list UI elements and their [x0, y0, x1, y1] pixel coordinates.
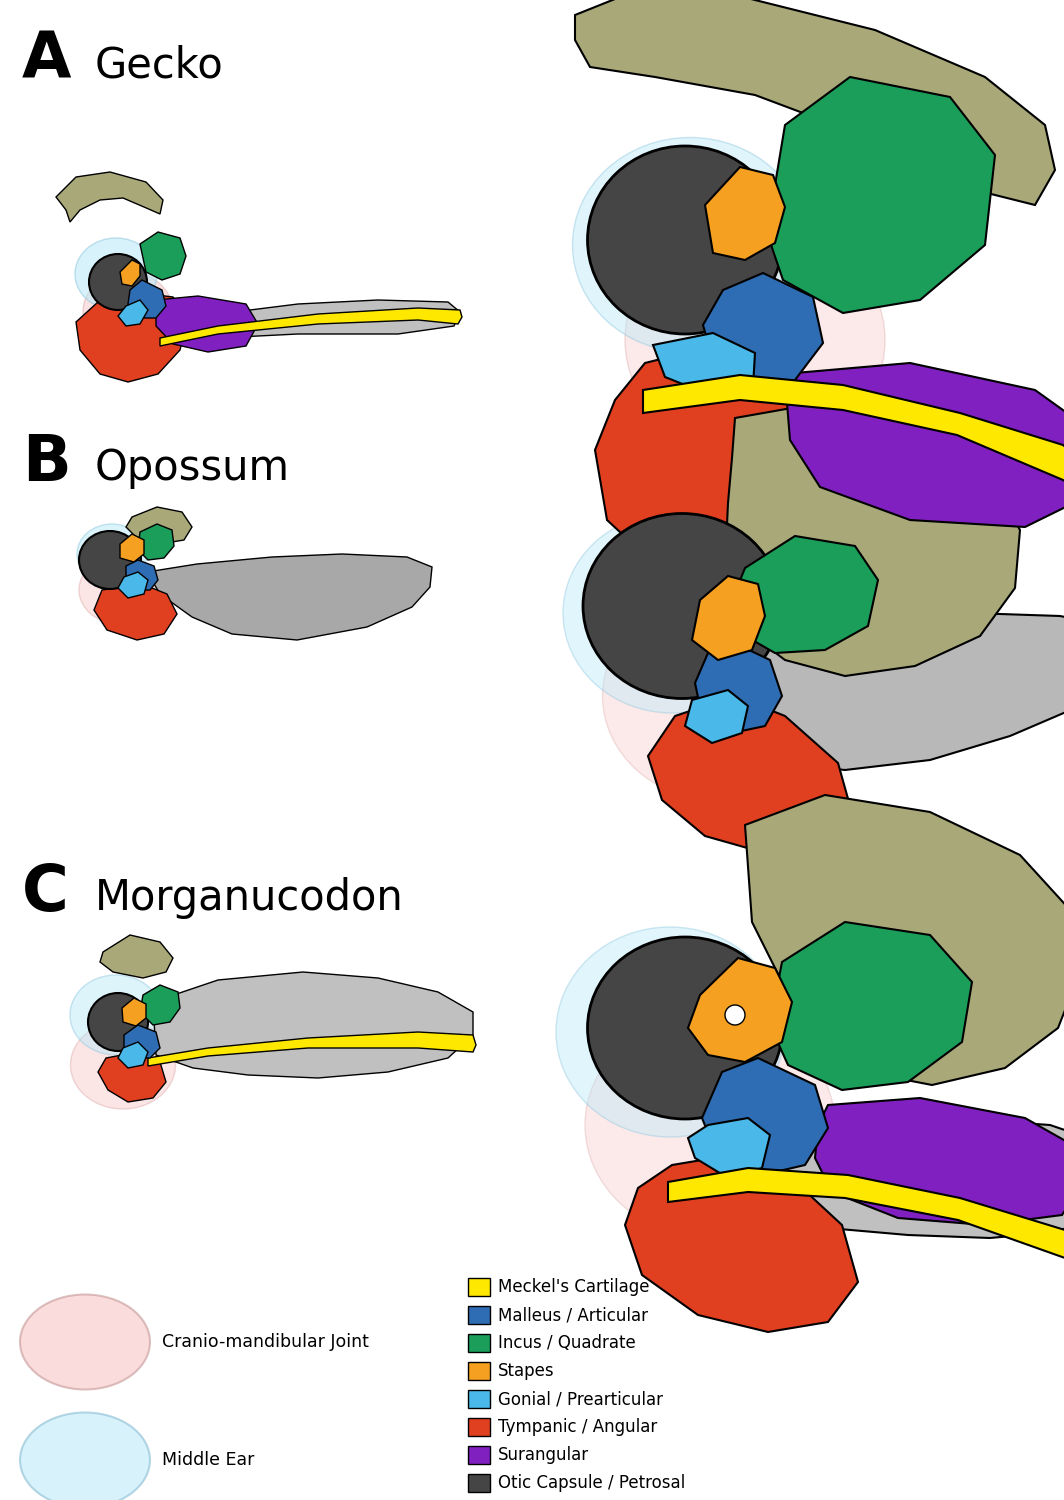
Bar — [468, 1446, 491, 1464]
Polygon shape — [160, 308, 462, 347]
Ellipse shape — [74, 238, 157, 310]
Bar — [468, 1418, 491, 1436]
Ellipse shape — [625, 222, 885, 458]
Text: Middle Ear: Middle Ear — [162, 1450, 254, 1468]
Ellipse shape — [79, 531, 142, 590]
Polygon shape — [100, 934, 173, 978]
Text: Cranio-mandibular Joint: Cranio-mandibular Joint — [162, 1334, 369, 1352]
Polygon shape — [695, 640, 782, 734]
Polygon shape — [156, 296, 257, 352]
Ellipse shape — [587, 938, 782, 1119]
Ellipse shape — [585, 1013, 835, 1238]
Polygon shape — [94, 584, 177, 640]
Polygon shape — [126, 560, 157, 590]
Polygon shape — [770, 922, 972, 1090]
Polygon shape — [595, 344, 945, 644]
Polygon shape — [122, 998, 146, 1026]
Polygon shape — [787, 363, 1064, 526]
Polygon shape — [725, 404, 1020, 676]
Polygon shape — [668, 1168, 1064, 1286]
Polygon shape — [124, 1024, 160, 1057]
Ellipse shape — [70, 1022, 176, 1108]
Bar — [468, 1306, 491, 1324]
Text: Morganucodon: Morganucodon — [95, 878, 403, 920]
Bar — [468, 1390, 491, 1408]
Polygon shape — [153, 972, 473, 1078]
Polygon shape — [126, 507, 192, 544]
Text: Tympanic / Angular: Tympanic / Angular — [498, 1418, 658, 1436]
Text: B: B — [22, 432, 70, 494]
Bar — [468, 1474, 491, 1492]
Polygon shape — [692, 576, 765, 660]
Polygon shape — [76, 292, 188, 382]
Bar — [468, 1362, 491, 1380]
Ellipse shape — [587, 146, 782, 334]
Polygon shape — [140, 986, 180, 1024]
Ellipse shape — [83, 272, 173, 352]
Ellipse shape — [583, 513, 781, 699]
Polygon shape — [685, 690, 748, 742]
Ellipse shape — [20, 1294, 150, 1389]
Polygon shape — [625, 1155, 858, 1332]
Ellipse shape — [602, 591, 837, 801]
Polygon shape — [170, 300, 460, 344]
Ellipse shape — [572, 138, 808, 352]
Ellipse shape — [88, 993, 148, 1052]
Polygon shape — [128, 280, 166, 318]
Polygon shape — [815, 1098, 1064, 1226]
Polygon shape — [745, 1118, 1064, 1238]
Text: Incus / Quadrate: Incus / Quadrate — [498, 1334, 636, 1352]
Polygon shape — [767, 76, 995, 314]
Polygon shape — [118, 300, 148, 326]
Polygon shape — [648, 696, 852, 853]
Ellipse shape — [89, 254, 147, 310]
Text: A: A — [22, 30, 71, 92]
Polygon shape — [120, 260, 140, 286]
Polygon shape — [705, 166, 785, 260]
Polygon shape — [138, 524, 174, 560]
Polygon shape — [575, 0, 1055, 206]
Polygon shape — [745, 795, 1064, 1084]
Polygon shape — [120, 534, 144, 562]
Circle shape — [725, 1005, 745, 1025]
Polygon shape — [98, 1052, 166, 1102]
Text: Gonial / Prearticular: Gonial / Prearticular — [498, 1390, 663, 1408]
Bar — [468, 1334, 491, 1352]
Polygon shape — [653, 333, 755, 398]
Polygon shape — [732, 536, 878, 652]
Polygon shape — [148, 1032, 476, 1066]
Polygon shape — [720, 614, 1064, 770]
Polygon shape — [147, 554, 432, 640]
Ellipse shape — [70, 975, 162, 1054]
Polygon shape — [688, 1118, 770, 1178]
Text: Surangular: Surangular — [498, 1446, 589, 1464]
Polygon shape — [643, 375, 1064, 502]
Ellipse shape — [77, 524, 147, 584]
Ellipse shape — [563, 513, 781, 712]
Text: Otic Capsule / Petrosal: Otic Capsule / Petrosal — [498, 1474, 685, 1492]
Polygon shape — [118, 1042, 148, 1068]
Ellipse shape — [20, 1413, 150, 1500]
Text: Stapes: Stapes — [498, 1362, 554, 1380]
Polygon shape — [688, 958, 792, 1062]
Text: C: C — [22, 862, 69, 924]
Polygon shape — [118, 572, 148, 598]
Text: Meckel's Cartilage: Meckel's Cartilage — [498, 1278, 649, 1296]
Ellipse shape — [79, 556, 161, 624]
Polygon shape — [140, 232, 186, 280]
Text: Gecko: Gecko — [95, 45, 223, 87]
Polygon shape — [702, 1058, 828, 1174]
Polygon shape — [56, 172, 163, 222]
Text: Malleus / Articular: Malleus / Articular — [498, 1306, 648, 1324]
Polygon shape — [703, 273, 822, 387]
Text: Opossum: Opossum — [95, 447, 290, 489]
Ellipse shape — [556, 927, 784, 1137]
Bar — [468, 1278, 491, 1296]
